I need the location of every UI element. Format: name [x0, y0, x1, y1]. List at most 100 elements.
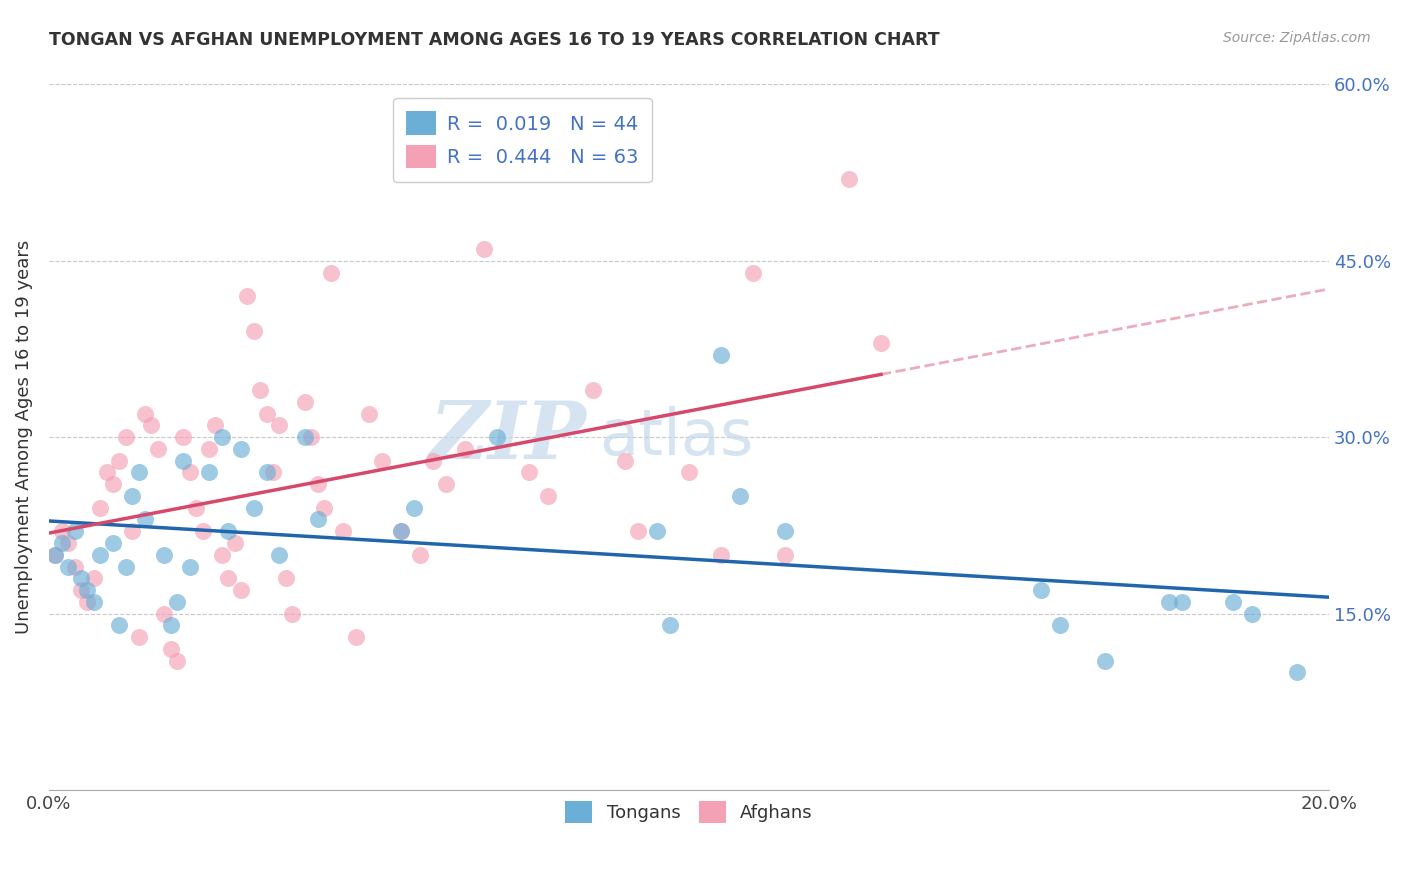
Point — [236, 289, 259, 303]
Point — [166, 654, 188, 668]
Point — [217, 571, 239, 585]
Point — [472, 242, 495, 256]
Point — [70, 582, 93, 597]
Point — [517, 466, 540, 480]
Point — [614, 453, 637, 467]
Point — [166, 595, 188, 609]
Point — [89, 548, 111, 562]
Point — [314, 500, 336, 515]
Point — [76, 595, 98, 609]
Point — [63, 559, 86, 574]
Point — [1171, 595, 1194, 609]
Legend: Tongans, Afghans: Tongans, Afghans — [554, 790, 824, 834]
Point — [1285, 665, 1308, 680]
Point — [274, 571, 297, 585]
Point — [269, 418, 291, 433]
Point — [294, 430, 316, 444]
Text: atlas: atlas — [599, 406, 754, 468]
Point — [1094, 654, 1116, 668]
Point — [229, 582, 252, 597]
Point — [256, 466, 278, 480]
Point — [44, 548, 66, 562]
Point — [256, 407, 278, 421]
Point — [229, 442, 252, 456]
Point — [281, 607, 304, 621]
Point — [108, 453, 131, 467]
Point — [89, 500, 111, 515]
Point — [773, 524, 796, 539]
Point — [389, 524, 412, 539]
Point — [121, 524, 143, 539]
Point — [172, 430, 194, 444]
Point — [838, 171, 860, 186]
Point — [146, 442, 169, 456]
Point — [409, 548, 432, 562]
Point — [319, 266, 342, 280]
Point — [710, 548, 733, 562]
Point — [179, 559, 201, 574]
Point — [1241, 607, 1264, 621]
Point — [83, 595, 105, 609]
Point — [537, 489, 560, 503]
Point — [299, 430, 322, 444]
Point — [870, 336, 893, 351]
Point — [710, 348, 733, 362]
Y-axis label: Unemployment Among Ages 16 to 19 years: Unemployment Among Ages 16 to 19 years — [15, 240, 32, 634]
Point — [179, 466, 201, 480]
Point — [454, 442, 477, 456]
Point — [108, 618, 131, 632]
Point — [1029, 582, 1052, 597]
Point — [422, 453, 444, 467]
Point — [294, 395, 316, 409]
Point — [1049, 618, 1071, 632]
Point — [83, 571, 105, 585]
Point — [307, 477, 329, 491]
Point — [76, 582, 98, 597]
Point — [269, 548, 291, 562]
Text: ZIP: ZIP — [430, 399, 586, 476]
Point — [742, 266, 765, 280]
Point — [211, 430, 233, 444]
Point — [121, 489, 143, 503]
Point — [217, 524, 239, 539]
Point — [332, 524, 354, 539]
Point — [307, 512, 329, 526]
Point — [645, 524, 668, 539]
Text: TONGAN VS AFGHAN UNEMPLOYMENT AMONG AGES 16 TO 19 YEARS CORRELATION CHART: TONGAN VS AFGHAN UNEMPLOYMENT AMONG AGES… — [49, 31, 939, 49]
Point — [141, 418, 163, 433]
Point — [96, 466, 118, 480]
Point — [101, 536, 124, 550]
Point — [371, 453, 394, 467]
Point — [56, 559, 79, 574]
Point — [186, 500, 208, 515]
Point — [1222, 595, 1244, 609]
Point — [485, 430, 508, 444]
Point — [153, 607, 176, 621]
Text: Source: ZipAtlas.com: Source: ZipAtlas.com — [1223, 31, 1371, 45]
Point — [44, 548, 66, 562]
Point — [51, 536, 73, 550]
Point — [389, 524, 412, 539]
Point — [658, 618, 681, 632]
Point — [51, 524, 73, 539]
Point — [128, 630, 150, 644]
Point — [153, 548, 176, 562]
Point — [114, 559, 136, 574]
Point — [242, 500, 264, 515]
Point — [63, 524, 86, 539]
Point — [101, 477, 124, 491]
Point — [134, 512, 156, 526]
Point — [211, 548, 233, 562]
Point — [344, 630, 367, 644]
Point — [262, 466, 284, 480]
Point — [1157, 595, 1180, 609]
Point — [678, 466, 700, 480]
Point — [70, 571, 93, 585]
Point — [172, 453, 194, 467]
Point — [402, 500, 425, 515]
Point — [128, 466, 150, 480]
Point — [159, 618, 181, 632]
Point — [198, 466, 221, 480]
Point — [191, 524, 214, 539]
Point — [434, 477, 457, 491]
